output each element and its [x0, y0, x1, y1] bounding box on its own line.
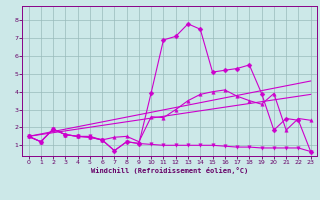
X-axis label: Windchill (Refroidissement éolien,°C): Windchill (Refroidissement éolien,°C): [91, 167, 248, 174]
